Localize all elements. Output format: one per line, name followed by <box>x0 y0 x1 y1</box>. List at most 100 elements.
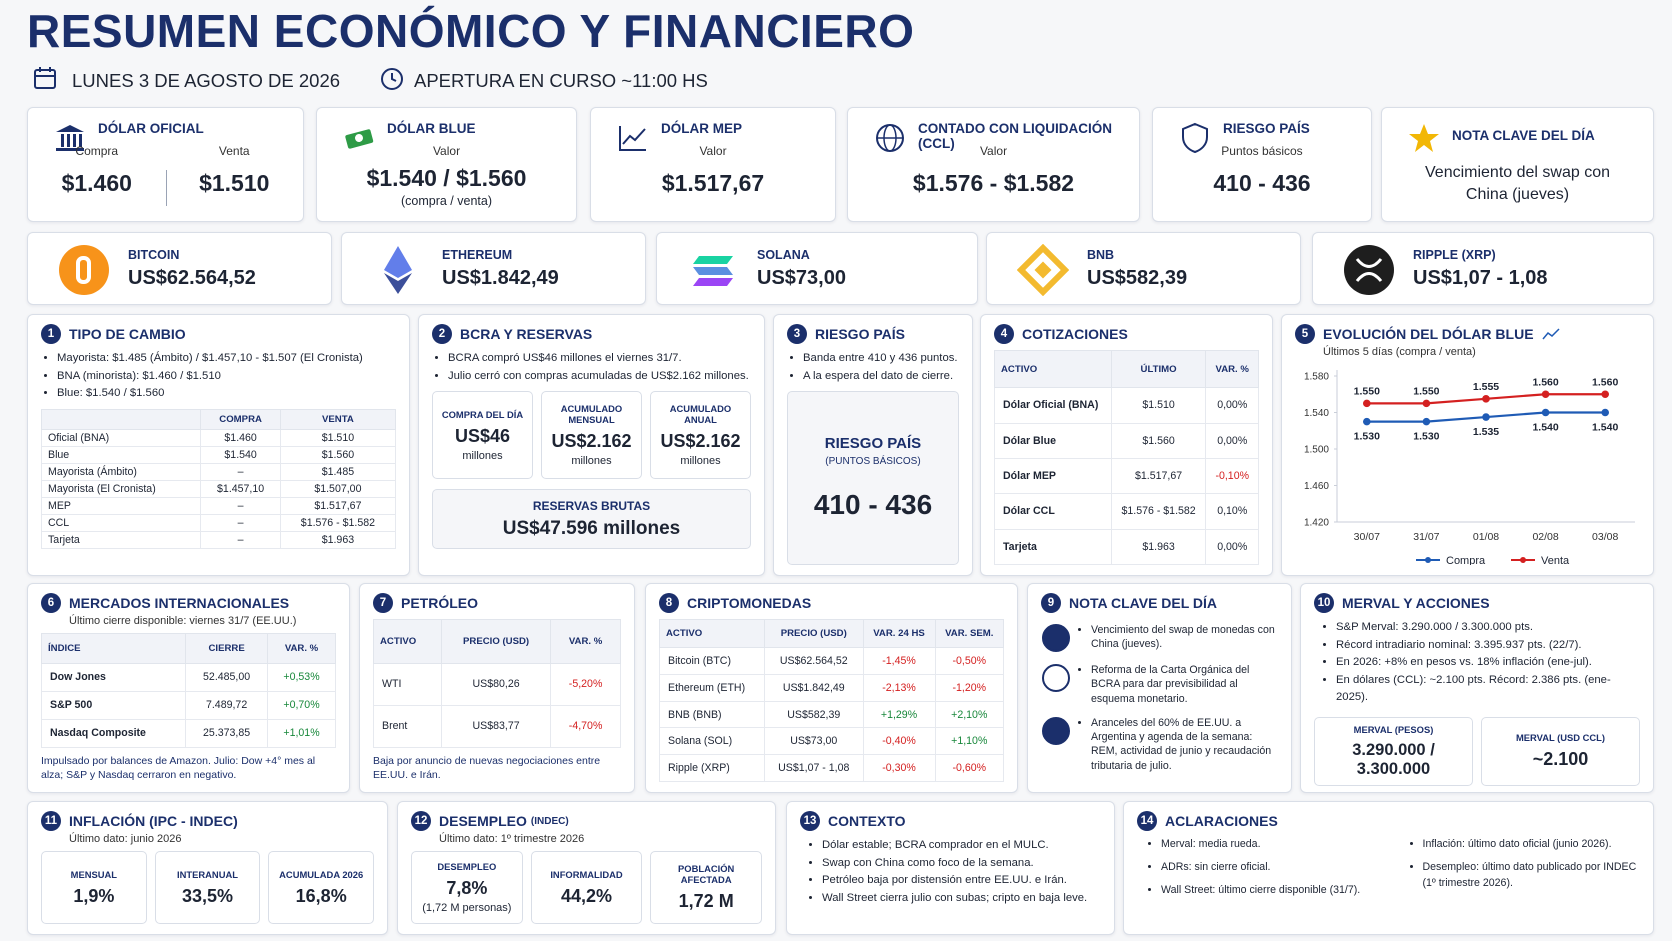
stat-value: 3.290.000 / 3.300.000 <box>1352 740 1435 778</box>
bullet: Swap con China como foco de la semana. <box>822 855 1101 873</box>
panel-title: ACLARACIONES <box>1165 813 1278 829</box>
crypto-name: SOLANA <box>757 248 810 262</box>
stat-label: POBLACIÓN AFECTADA <box>678 863 735 885</box>
data-point <box>1601 408 1609 417</box>
table-cell: -0,30% <box>862 754 936 782</box>
card-value: 410 - 436 <box>1213 170 1311 196</box>
panel-title: MERCADOS INTERNACIONALES <box>69 595 290 611</box>
panel: 6 MERCADOS INTERNACIONALES Último cierre d… <box>27 583 350 793</box>
card-sub: Compra <box>75 144 119 158</box>
panel-number: 4 <box>994 324 1014 344</box>
data-table: ÍNDICE CIERRE VAR. % Dow Jones 52.485,00 +0,5… <box>40 633 336 748</box>
card-sub: Valor <box>432 144 461 158</box>
bullet: Banda entre 410 y 436 puntos. <box>803 350 959 368</box>
panel-number: 13 <box>800 811 820 831</box>
panel: 14 ACLARACIONES Merval: media rueda. ADRs: … <box>1123 801 1654 935</box>
crypto-name: BITCOIN <box>128 248 180 262</box>
panel-title: DESEMPLEO <box>439 813 527 829</box>
data-point <box>1422 399 1431 408</box>
table-header: ÍNDICE <box>40 633 187 664</box>
table-cell: -0,40% <box>862 727 936 756</box>
x-tick-label: 01/08 <box>1473 531 1499 543</box>
panel-header: 3 RIESGO PAÍS <box>787 324 959 344</box>
panel: 11 INFLACIÓN (IPC - INDEC) Último dato: ju… <box>27 801 388 935</box>
stat-label: DESEMPLEO <box>437 861 497 872</box>
table-header-row: COMPRA VENTA <box>40 408 397 430</box>
panel-header: 8 CRIPTOMONEDAS <box>659 593 1004 613</box>
stat-box: ACUMULADO ANUAL US$2.162 millones <box>650 391 751 479</box>
table-row: Bitcoin (BTC) US$62.564,52 -1,45% -0,50% <box>658 647 1005 675</box>
coin <box>1355 258 1383 282</box>
crypto-icon <box>693 256 733 286</box>
table-header-empty <box>40 408 202 430</box>
data-label: 1.540 <box>1592 422 1618 434</box>
stat-box: ACUMULADA 2026 16,8% <box>268 851 375 924</box>
bullet: Merval: media rueda. <box>1161 837 1379 853</box>
note-icon-shape <box>1042 716 1070 745</box>
stat-label: ACUMULADO MENSUAL <box>560 403 623 425</box>
card-value: $1.576 - $1.582 <box>912 170 1075 196</box>
table-cell: 0,00% <box>1205 528 1259 566</box>
page-title: RESUMEN ECONÓMICO Y FINANCIERO <box>27 5 915 57</box>
table-header: VAR. % <box>267 633 336 664</box>
column-list: Inflación: último dato oficial (junio 20… <box>1407 837 1641 906</box>
data-point <box>1482 413 1490 421</box>
table-cell: -1,45% <box>862 647 936 675</box>
panel: 1 TIPO DE CAMBIO Mayorista: $1.485 (Ámbito… <box>27 314 410 576</box>
card-column: Compra $1.460 <box>28 144 166 197</box>
data-point <box>1541 390 1550 399</box>
data-table: COMPRA VENTA Oficial (BNA) $1.460 $1.510 Blue… <box>40 408 397 549</box>
calendar-icon <box>34 67 56 89</box>
table-cell: S&P 500 <box>40 690 187 720</box>
table-cell: Bitcoin (BTC) <box>658 647 766 675</box>
table-cell: Dólar MEP <box>994 457 1112 495</box>
card-icon <box>619 126 646 151</box>
table-header: ÚLTIMO <box>1110 349 1207 389</box>
stat-label: MERVAL (USD CCL) <box>1515 732 1606 743</box>
crypto-icon <box>384 246 412 294</box>
table-cell: $1.963 <box>1110 528 1207 566</box>
panel-number: 12 <box>411 811 431 831</box>
bullet-list: S&P Merval: 3.290.000 / 3.300.000 pts.Ré… <box>1320 619 1640 707</box>
crypto-name: BNB <box>1087 248 1115 262</box>
table-row: Brent US$83,77 -4,70% <box>373 704 621 748</box>
bullet: En 2026: +8% en pesos vs. 18% inflación … <box>1336 654 1640 672</box>
note-list: Aranceles del 60% de EE.UU. a Argentina … <box>1081 716 1278 773</box>
table-cell: -0,60% <box>934 754 1005 782</box>
card-title: DÓLAR BLUE <box>387 121 476 136</box>
table-row: Tarjeta – $1.963 <box>40 530 397 549</box>
legend-label: Compra <box>1446 555 1486 565</box>
summary-card: CONTADO CON LIQUIDACIÓN (CCL) Valor $1.576… <box>847 107 1140 222</box>
table-header: ACTIVO <box>373 618 442 665</box>
crypto-card: BNB US$582,39 <box>986 232 1301 305</box>
panel: 10 MERVAL Y ACCIONES S&P Merval: 3.290.000… <box>1300 583 1654 793</box>
panel-header: 14 ACLARACIONES <box>1137 811 1640 831</box>
table-row: Dólar CCL $1.576 - $1.582 0,10% <box>994 493 1259 530</box>
bullet-list: Banda entre 410 y 436 puntos.A la espera… <box>787 350 959 385</box>
table-row: Mayorista (El Cronista) $1.457,10 $1.507,0… <box>40 479 397 498</box>
panel-number: 10 <box>1314 593 1334 613</box>
card-body: Valor $1.576 - $1.582 <box>848 144 1139 197</box>
table-cell: -0,50% <box>934 647 1005 675</box>
table-cell: US$1,07 - 1,08 <box>764 754 864 782</box>
chart-panel: 5 EVOLUCIÓN DEL DÓLAR BLUE Últimos 5 días … <box>1281 314 1654 576</box>
table-cell: Oficial (BNA) <box>40 428 202 447</box>
coin <box>1034 261 1052 279</box>
table-cell: $1.510 <box>279 428 397 447</box>
stat-box: MERVAL (USD CCL) ~2.100 <box>1481 716 1640 786</box>
panel-subtitle: Último dato: 1º trimestre 2026 <box>439 833 585 845</box>
bullet-list: Mayorista: $1.485 (Ámbito) / $1.457,10 -… <box>41 350 396 403</box>
table-cell: Mayorista (Ámbito) <box>40 462 202 481</box>
table-cell: $1.576 - $1.582 <box>279 513 397 532</box>
card-sub: Venta <box>218 144 250 158</box>
bank <box>73 134 76 147</box>
panel: 3 RIESGO PAÍS Banda entre 410 y 436 puntos… <box>773 314 973 576</box>
card-sub: Valor <box>979 144 1008 158</box>
card-body: Valor $1.540 / $1.560 (compra / venta) <box>317 144 576 208</box>
table-row: WTI US$80,26 -5,20% <box>373 663 621 706</box>
card-title: CONTADO CON LIQUIDACIÓN (CCL) <box>918 121 1112 151</box>
box-row: MERVAL (PESOS) 3.290.000 / 3.300.000 MERVA… <box>1314 716 1640 786</box>
stat-label: INFORMALIDAD <box>550 868 623 880</box>
stat-note: millones <box>462 449 503 462</box>
crypto-name: ETHEREUM <box>442 248 513 262</box>
